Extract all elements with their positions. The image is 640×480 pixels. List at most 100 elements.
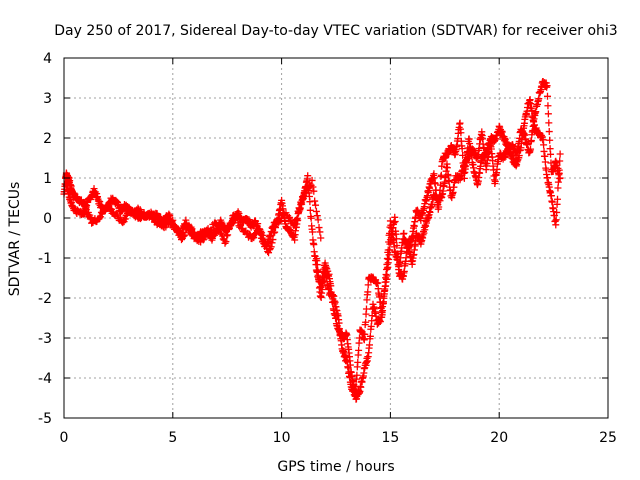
x-tick-label: 15: [381, 430, 399, 446]
data-point: [268, 239, 276, 247]
data-point: [436, 181, 444, 189]
data-point: [366, 332, 374, 340]
data-point: [269, 236, 277, 244]
data-points: [60, 77, 564, 403]
data-point: [272, 224, 280, 232]
chart-title: Day 250 of 2017, Sidereal Day-to-day VTE…: [54, 23, 617, 39]
data-point: [146, 211, 154, 219]
data-point: [544, 92, 552, 100]
data-point: [258, 231, 266, 239]
grid-lines: [64, 58, 608, 418]
data-point: [296, 204, 304, 212]
data-point: [546, 136, 554, 144]
data-point: [379, 307, 387, 315]
data-point: [353, 371, 361, 379]
data-point: [82, 204, 90, 212]
y-tick-label: -1: [38, 251, 52, 267]
data-point: [364, 281, 372, 289]
data-point: [383, 255, 391, 263]
data-point: [545, 128, 553, 136]
y-tick-label: 4: [43, 51, 52, 67]
data-point: [121, 215, 129, 223]
data-point: [180, 232, 188, 240]
data-point: [270, 229, 278, 237]
data-point: [435, 203, 443, 211]
data-point: [223, 232, 231, 240]
data-point: [292, 216, 300, 224]
data-point: [312, 207, 320, 215]
data-point: [311, 197, 319, 205]
data-point: [554, 178, 562, 186]
data-point: [555, 166, 563, 174]
plot-frame: [63, 57, 609, 419]
y-tick-label: -4: [38, 371, 52, 387]
x-axis-ticks: 0 5 10 15 20 25: [60, 58, 617, 446]
data-point: [261, 240, 269, 248]
data-point: [323, 274, 331, 282]
data-point: [535, 95, 543, 103]
data-point: [237, 221, 245, 229]
data-point: [553, 208, 561, 216]
data-point: [107, 205, 115, 213]
data-point: [309, 183, 317, 191]
data-point: [547, 150, 555, 158]
data-point: [380, 294, 388, 302]
data-point: [460, 174, 468, 182]
data-point: [304, 172, 312, 180]
x-tick-label: 5: [168, 430, 177, 446]
y-tick-label: 1: [43, 171, 52, 187]
data-point: [381, 285, 389, 293]
y-tick-label: 2: [43, 131, 52, 147]
data-point: [491, 177, 499, 185]
data-point: [169, 216, 177, 224]
data-point: [308, 228, 316, 236]
data-point: [171, 223, 179, 231]
data-point: [200, 235, 208, 243]
data-point: [298, 198, 306, 206]
data-point: [257, 227, 265, 235]
data-point: [361, 330, 369, 338]
data-point: [355, 346, 363, 354]
data-point: [356, 334, 364, 342]
data-point: [317, 234, 325, 242]
data-point: [233, 214, 241, 222]
data-point: [293, 214, 301, 222]
data-point: [540, 141, 548, 149]
y-tick-label: -2: [38, 291, 52, 307]
data-point: [316, 228, 324, 236]
x-tick-label: 25: [599, 430, 617, 446]
data-point: [556, 157, 564, 165]
data-point: [366, 341, 374, 349]
data-point: [543, 82, 551, 90]
data-point: [191, 229, 199, 237]
x-axis-label: GPS time / hours: [277, 459, 394, 475]
data-point: [225, 225, 233, 233]
data-point: [544, 110, 552, 118]
data-point: [199, 236, 207, 244]
data-point: [213, 221, 221, 229]
data-point: [362, 305, 370, 313]
data-point: [308, 176, 316, 184]
data-point: [545, 119, 553, 127]
data-point: [290, 222, 298, 230]
data-point: [310, 187, 318, 195]
data-point: [314, 268, 322, 276]
data-point: [232, 213, 240, 221]
data-point: [265, 249, 273, 257]
y-tick-label: -5: [38, 411, 52, 427]
data-point: [541, 152, 549, 160]
data-point: [321, 264, 329, 272]
data-point: [456, 119, 464, 127]
y-tick-label: 3: [43, 91, 52, 107]
data-point: [221, 239, 229, 247]
data-point: [556, 150, 564, 158]
data-point: [181, 231, 189, 239]
data-point: [457, 129, 465, 137]
data-point: [544, 102, 552, 110]
x-tick-label: 20: [490, 430, 508, 446]
data-point: [384, 246, 392, 254]
data-point: [313, 212, 321, 220]
data-point: [314, 216, 322, 224]
data-point: [554, 184, 562, 192]
data-point: [116, 213, 124, 221]
